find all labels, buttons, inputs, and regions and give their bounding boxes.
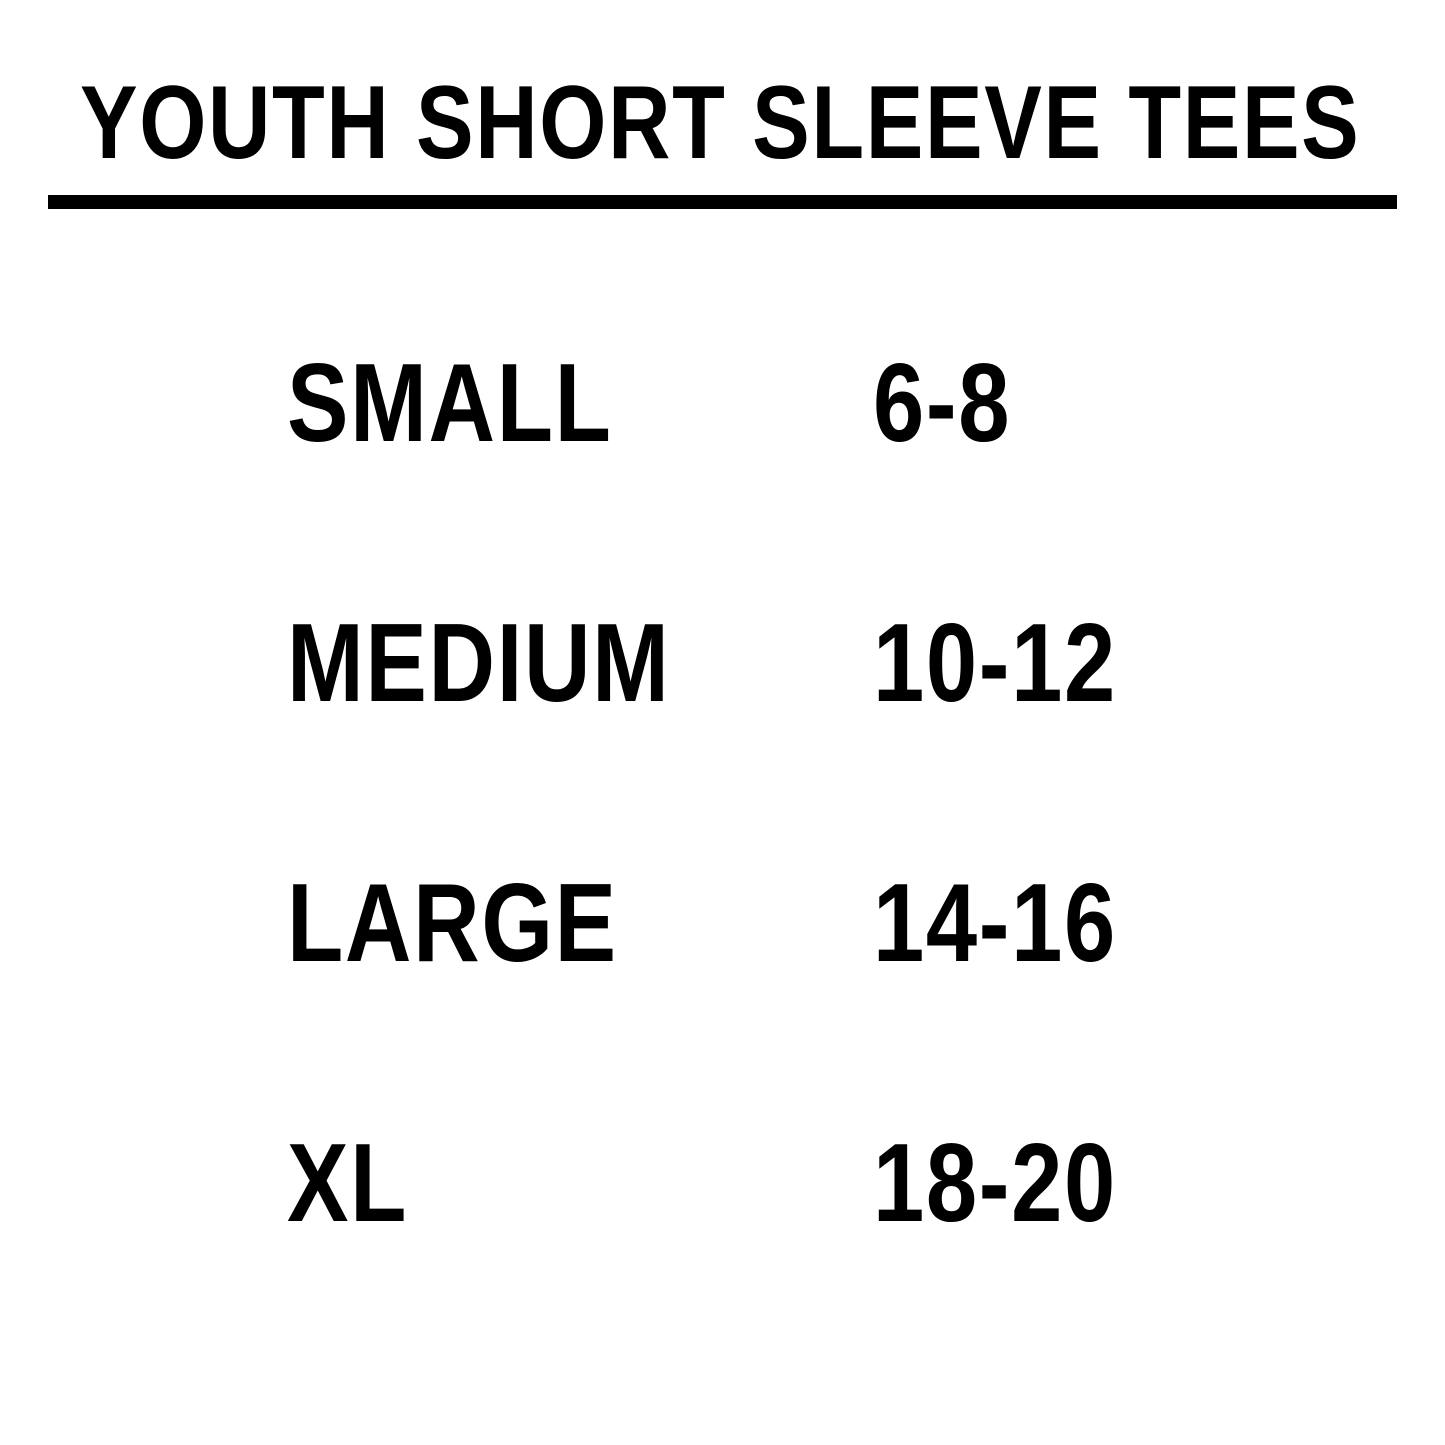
title-divider (48, 195, 1397, 209)
page-title: YOUTH SHORT SLEEVE TEES (80, 65, 1361, 181)
size-label: XL (287, 1121, 409, 1245)
size-label: LARGE (287, 861, 618, 985)
size-label: SMALL (287, 341, 613, 465)
size-range: 10-12 (873, 601, 1117, 725)
size-range: 6-8 (873, 341, 1012, 465)
size-range: 14-16 (873, 861, 1117, 985)
size-label: MEDIUM (287, 601, 671, 725)
size-range: 18-20 (873, 1121, 1117, 1245)
